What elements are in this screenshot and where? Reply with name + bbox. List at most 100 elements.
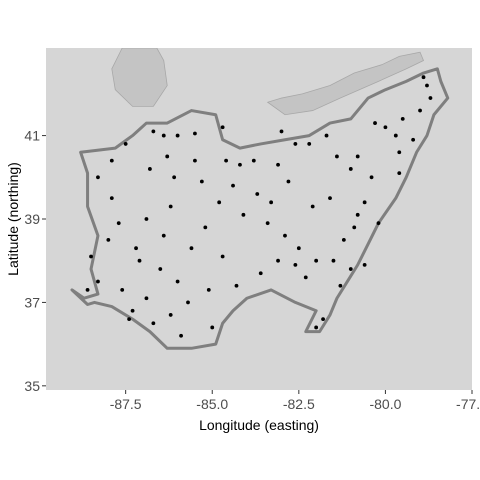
station-point — [324, 133, 329, 138]
station-point — [137, 258, 142, 263]
station-point — [328, 196, 332, 201]
station-point — [421, 75, 426, 80]
station-point — [393, 133, 398, 138]
station-point — [348, 167, 353, 171]
station-point — [210, 325, 215, 330]
station-point — [116, 221, 121, 226]
station-point — [231, 183, 235, 188]
station-point — [397, 150, 402, 155]
station-point — [120, 288, 125, 292]
x-axis-title: Longitude (easting) — [199, 417, 319, 433]
station-point — [96, 175, 100, 180]
station-point — [376, 221, 381, 226]
station-point — [314, 258, 319, 263]
station-point — [411, 137, 416, 142]
station-point — [172, 175, 177, 180]
station-point — [130, 308, 135, 313]
station-point — [151, 129, 156, 134]
station-point — [203, 225, 208, 230]
station-point — [186, 300, 190, 305]
station-point — [258, 271, 263, 276]
station-point — [425, 83, 429, 88]
station-point — [355, 154, 360, 159]
station-point — [428, 96, 433, 100]
station-point — [123, 142, 128, 146]
station-point — [96, 279, 100, 284]
station-layer — [85, 75, 433, 338]
station-point — [296, 246, 301, 251]
station-point — [109, 158, 114, 163]
station-point — [303, 275, 308, 280]
station-point — [89, 254, 93, 259]
x-tick-label: -80.0 — [369, 396, 401, 412]
station-point — [251, 158, 256, 163]
station-point — [206, 288, 211, 292]
station-point — [189, 246, 194, 251]
station-point — [293, 262, 298, 267]
x-tick-label: -87.5 — [110, 396, 142, 412]
station-point — [144, 217, 149, 221]
station-point — [151, 321, 156, 326]
station-point — [175, 279, 180, 284]
station-point — [85, 288, 90, 292]
station-point — [241, 212, 246, 217]
station-point — [279, 129, 284, 134]
station-point — [269, 200, 274, 205]
y-tick-label: 39 — [24, 211, 40, 227]
station-point — [352, 225, 357, 230]
station-point — [321, 317, 325, 321]
basin-outline — [70, 67, 450, 350]
station-point — [134, 246, 138, 251]
station-point — [331, 258, 336, 263]
station-point — [265, 221, 270, 226]
station-point — [310, 204, 315, 209]
station-point — [335, 154, 339, 159]
station-point — [383, 125, 388, 130]
y-axis-ticks: 35 37 39 41 — [24, 128, 46, 394]
station-point — [276, 258, 280, 263]
y-tick-label: 41 — [24, 128, 40, 144]
station-point — [127, 317, 132, 321]
station-point — [369, 175, 374, 180]
station-point — [348, 267, 353, 271]
station-point — [234, 283, 239, 288]
station-point — [373, 121, 377, 125]
station-point — [175, 133, 180, 138]
station-point — [418, 108, 422, 113]
station-point — [307, 142, 312, 146]
station-point — [224, 158, 228, 163]
station-point — [220, 125, 225, 130]
lake-erie — [266, 51, 425, 116]
station-point — [148, 167, 152, 171]
station-point — [144, 296, 149, 301]
station-point — [338, 283, 343, 288]
station-point — [238, 162, 242, 167]
map-panel-background — [46, 48, 472, 390]
station-point — [109, 196, 114, 201]
lake-michigan — [111, 48, 168, 107]
water-layer — [111, 48, 425, 116]
y-axis-title: Latitude (northing) — [5, 162, 21, 276]
station-point — [362, 200, 367, 205]
station-point — [217, 200, 222, 205]
station-point — [193, 131, 197, 136]
station-point — [220, 254, 225, 259]
station-point — [397, 171, 402, 176]
station-point — [161, 233, 166, 238]
station-point — [286, 179, 291, 184]
y-tick-label: 37 — [24, 294, 40, 310]
station-point — [106, 237, 111, 242]
station-point — [293, 142, 298, 146]
basin-layer — [70, 67, 450, 350]
station-point — [314, 325, 319, 330]
station-point — [283, 233, 287, 238]
station-point — [165, 154, 170, 159]
station-point — [362, 262, 367, 267]
station-point — [168, 313, 173, 317]
station-point — [400, 117, 405, 121]
station-point — [255, 192, 260, 196]
y-tick-label: 35 — [24, 378, 40, 394]
station-point — [161, 133, 166, 138]
station-point — [158, 267, 163, 271]
